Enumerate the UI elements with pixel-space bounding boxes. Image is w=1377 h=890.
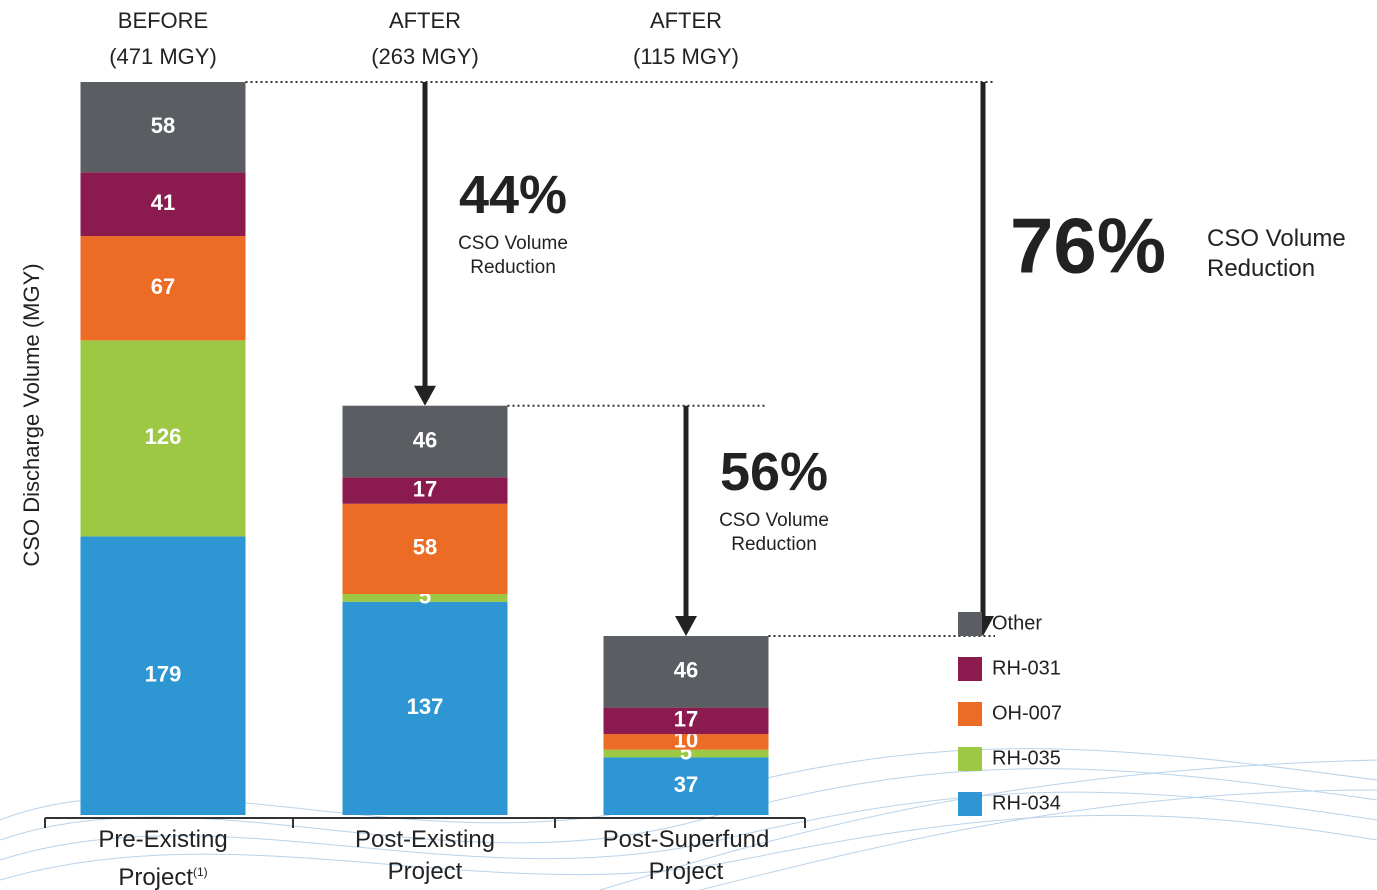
bar-segment bbox=[603, 749, 769, 758]
legend-label: RH-034 bbox=[992, 792, 1061, 814]
bar-segment bbox=[80, 536, 246, 815]
annotation-value: 44% bbox=[459, 165, 567, 225]
bar-segment bbox=[80, 82, 246, 173]
bar-segment bbox=[80, 340, 246, 537]
bar-value-label: 137 bbox=[407, 694, 444, 719]
bar-value-label: 17 bbox=[674, 707, 698, 732]
bar-segment bbox=[342, 594, 508, 602]
legend-label: OH-007 bbox=[992, 702, 1062, 724]
bar-value-label: 41 bbox=[151, 190, 175, 215]
annotation-value: 56% bbox=[720, 442, 828, 502]
legend-swatch bbox=[958, 702, 982, 726]
bar-header-total: (115 MGY) bbox=[633, 44, 739, 69]
annotation-value: 76% bbox=[1010, 202, 1166, 290]
annotation-text: CSO Volume Reduction bbox=[719, 510, 829, 555]
bar-value-label: 67 bbox=[151, 274, 175, 299]
bar-value-label: 179 bbox=[145, 662, 182, 687]
bar-segment bbox=[80, 172, 246, 237]
legend-swatch bbox=[958, 792, 982, 816]
legend-swatch bbox=[958, 657, 982, 681]
bar-segment bbox=[603, 757, 769, 815]
legend-swatch bbox=[958, 747, 982, 771]
x-tick-label: Post-Existing Project bbox=[315, 824, 535, 888]
x-tick-label: Post-Superfund Project bbox=[576, 824, 796, 888]
annotation-text-line: CSO Volume bbox=[719, 510, 829, 531]
bar-value-label: 37 bbox=[674, 772, 698, 797]
bar-value-label: 46 bbox=[413, 427, 437, 452]
y-axis-label: CSO Discharge Volume (MGY) bbox=[19, 263, 44, 566]
annotation-text-line: CSO Volume bbox=[458, 233, 568, 254]
bar-segment bbox=[80, 236, 246, 341]
legend-label: RH-035 bbox=[992, 747, 1061, 769]
bar-segment bbox=[342, 601, 508, 815]
bar-segment bbox=[603, 707, 769, 735]
bar-value-label: 126 bbox=[145, 424, 182, 449]
bar-value-label: 58 bbox=[413, 535, 437, 560]
legend-label: Other bbox=[992, 612, 1042, 634]
bar-header: AFTER bbox=[650, 8, 722, 33]
annotation-text: CSO Volume Reduction bbox=[1207, 225, 1346, 282]
bar-value-label: 17 bbox=[413, 476, 437, 501]
legend-label: RH-031 bbox=[992, 657, 1061, 679]
bar-segment bbox=[342, 503, 508, 595]
bar-value-label: 46 bbox=[674, 658, 698, 683]
category-footnote: (1) bbox=[193, 865, 208, 879]
category-name: Post-Existing Project bbox=[354, 826, 496, 885]
bar-segment bbox=[603, 636, 769, 708]
annotation-text: CSO Volume Reduction bbox=[458, 233, 568, 278]
bar-header: AFTER bbox=[389, 8, 461, 33]
bar-segment bbox=[603, 734, 769, 750]
bar-segment bbox=[342, 405, 508, 478]
bar-header-total: (263 MGY) bbox=[371, 44, 479, 69]
arrow-head bbox=[675, 616, 697, 637]
annotation-text-line: Reduction bbox=[731, 534, 817, 555]
category-name: Pre-Existing Project bbox=[98, 826, 228, 890]
legend-swatch bbox=[958, 612, 982, 636]
category-name: Post-Superfund Project bbox=[602, 826, 770, 885]
bar-value-label: 58 bbox=[151, 113, 175, 138]
annotation-text-line: CSO Volume bbox=[1207, 225, 1346, 252]
arrow-head bbox=[414, 385, 436, 406]
bar-segment bbox=[342, 477, 508, 504]
annotation-text-line: Reduction bbox=[1207, 255, 1315, 282]
bar-header-total: (471 MGY) bbox=[109, 44, 217, 69]
annotation-text-line: Reduction bbox=[470, 257, 556, 278]
x-tick-label: Pre-Existing Project(1) bbox=[53, 824, 273, 890]
bar-header: BEFORE bbox=[118, 8, 208, 33]
